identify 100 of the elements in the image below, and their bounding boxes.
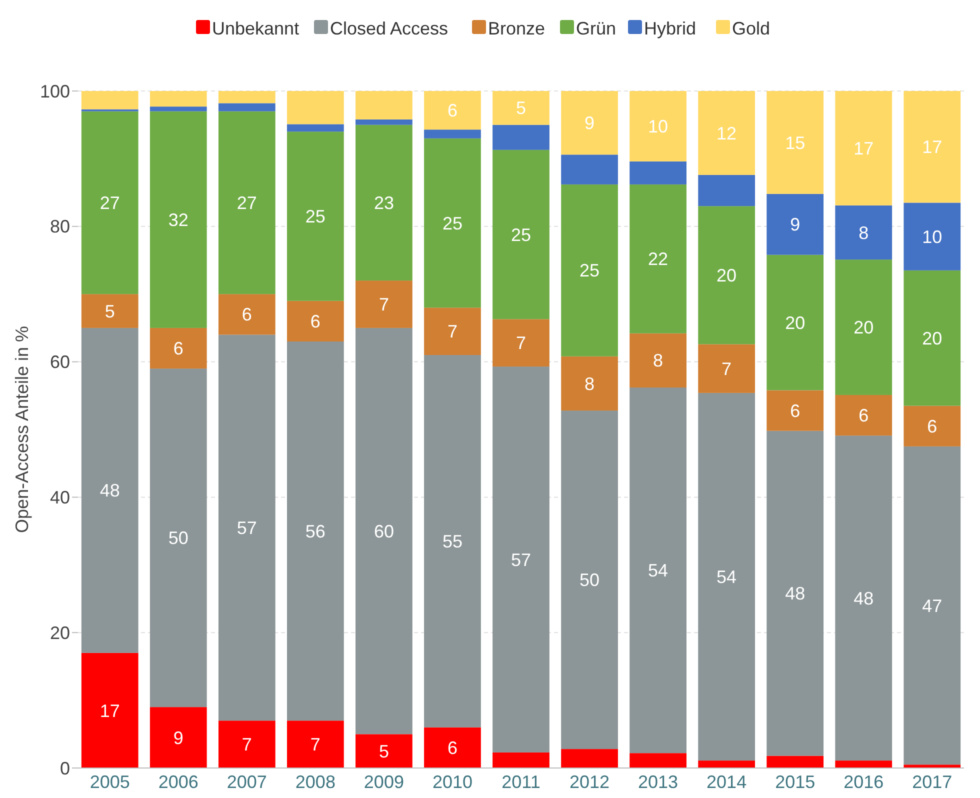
bar <box>286 341 344 721</box>
bar <box>835 394 892 436</box>
data-label: 6 <box>927 416 938 436</box>
x-tick-label: 2007 <box>226 772 267 792</box>
bar <box>766 756 824 768</box>
data-label: 5 <box>104 301 115 322</box>
data-label: 22 <box>648 249 668 270</box>
bar <box>424 727 481 768</box>
legend-label: Closed Access <box>330 18 448 38</box>
data-label: 17 <box>100 700 120 721</box>
bar <box>218 111 276 294</box>
bar <box>561 356 618 411</box>
bar <box>561 154 618 184</box>
x-tick-label: 2015 <box>775 772 816 792</box>
bar <box>835 436 892 761</box>
x-tick-label: 2014 <box>706 772 747 792</box>
data-label: 9 <box>584 113 595 134</box>
data-label: 55 <box>442 532 462 552</box>
bar <box>492 150 550 320</box>
x-tick-label: 2012 <box>570 772 610 792</box>
bar <box>630 91 686 162</box>
data-label: 8 <box>653 350 664 371</box>
data-label: 48 <box>100 480 120 501</box>
bar <box>356 280 412 328</box>
data-label: 48 <box>785 584 806 604</box>
bar <box>630 184 686 334</box>
bar <box>424 130 481 138</box>
legend-label: Hybrid <box>644 18 696 38</box>
data-label: 7 <box>310 734 320 755</box>
y-tick-label: 20 <box>50 622 70 643</box>
data-label: 57 <box>236 518 257 538</box>
bar <box>630 161 686 184</box>
data-label: 6 <box>447 738 458 758</box>
bar <box>630 753 686 768</box>
bar <box>766 91 824 194</box>
y-tick-label: 0 <box>60 758 70 778</box>
data-label: 17 <box>922 137 942 158</box>
data-label: 6 <box>790 400 800 421</box>
bar <box>561 184 618 356</box>
data-label: 8 <box>858 222 869 243</box>
bar <box>698 760 756 768</box>
bar <box>766 390 824 431</box>
bar <box>356 91 412 120</box>
bar <box>218 720 276 768</box>
bar <box>424 138 481 308</box>
bar <box>356 328 412 734</box>
bar <box>286 720 344 768</box>
data-label: 15 <box>785 132 806 153</box>
data-label: 7 <box>447 322 458 342</box>
bar <box>218 294 276 335</box>
data-label: 47 <box>922 596 942 616</box>
data-label: 57 <box>510 550 532 570</box>
bar <box>424 308 481 356</box>
data-label: 6 <box>310 311 320 332</box>
bar <box>150 91 207 107</box>
data-label: 60 <box>374 521 394 542</box>
data-label: 27 <box>236 193 257 214</box>
bar <box>81 328 138 653</box>
x-tick-label: 2011 <box>502 772 540 792</box>
data-label: 9 <box>173 728 184 748</box>
data-label: 5 <box>516 98 526 118</box>
data-label: 10 <box>648 116 668 137</box>
data-label: 7 <box>378 294 389 315</box>
data-label: 50 <box>168 528 188 548</box>
bar <box>218 334 276 721</box>
bar <box>286 300 344 342</box>
data-label: 25 <box>442 213 462 234</box>
bar <box>150 368 207 708</box>
data-label: 17 <box>854 138 874 159</box>
y-axis-title: Open-Access Anteile in % <box>12 326 32 534</box>
legend-label: Bronze <box>488 18 546 38</box>
bar <box>356 124 412 281</box>
data-label: 25 <box>510 224 532 245</box>
data-label: 6 <box>173 338 184 359</box>
x-tick-label: 2010 <box>432 772 472 792</box>
y-tick-label: 80 <box>50 216 70 237</box>
data-label: 10 <box>922 226 942 247</box>
bar <box>698 344 756 393</box>
x-tick-label: 2008 <box>295 772 336 792</box>
data-label: 20 <box>716 265 737 286</box>
bar <box>766 430 824 756</box>
data-label: 20 <box>922 328 942 348</box>
data-label: 5 <box>378 741 389 762</box>
bar <box>356 119 412 125</box>
bar <box>424 91 481 130</box>
bar <box>561 91 618 155</box>
data-label: 7 <box>242 734 252 755</box>
data-label: 27 <box>100 193 120 214</box>
bar <box>766 254 824 390</box>
y-tick-label: 60 <box>50 352 70 372</box>
bar <box>835 260 892 395</box>
bar <box>561 749 618 768</box>
bar <box>630 388 686 754</box>
data-label: 7 <box>722 358 732 379</box>
bar <box>150 707 207 768</box>
bar <box>286 124 344 132</box>
legend-label: Grün <box>576 18 616 38</box>
bar <box>150 111 207 328</box>
bar <box>218 103 276 112</box>
bar <box>492 752 550 768</box>
